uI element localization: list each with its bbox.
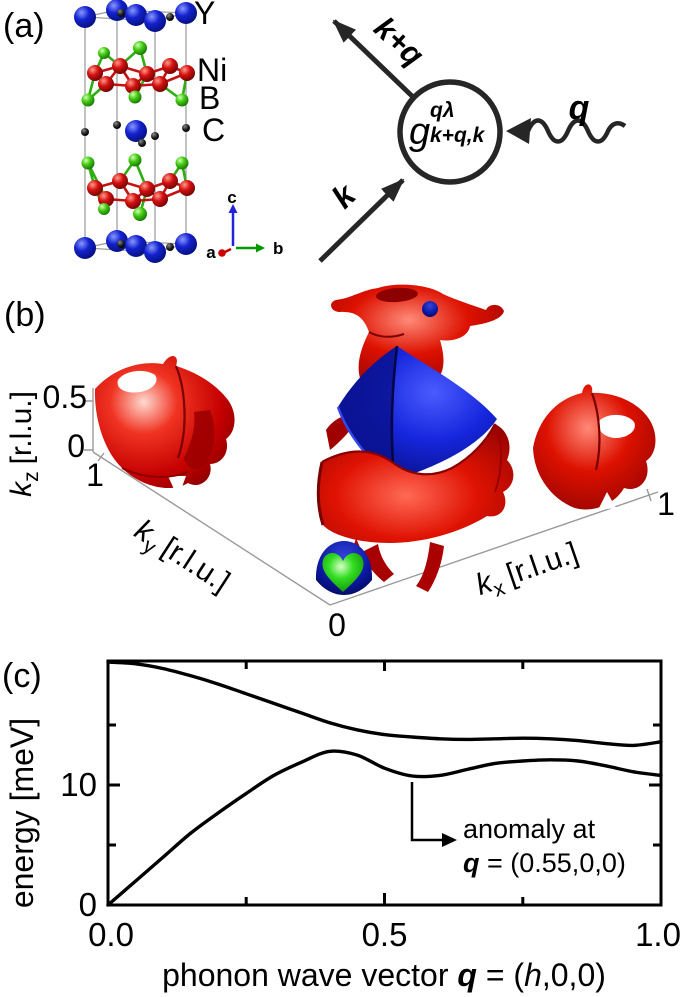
ky-axis-title: ky[r.l.u.] [126, 513, 235, 603]
label-element-Y: Y [194, 0, 215, 31]
x-tick-label-10: 1.0 [635, 916, 681, 953]
outgoing-electron-arrow [332, 19, 415, 99]
y-axis-title: energy [meV] [4, 718, 40, 908]
fermi-sheet-left [94, 355, 235, 498]
axis-label-a: a [206, 243, 216, 262]
x-major-ticks [106, 893, 663, 905]
acoustic-branch-curve [106, 749, 663, 907]
fermi-blob-top [331, 284, 504, 386]
kx-axis-line [329, 491, 659, 606]
phonon-arrowhead-icon [506, 118, 531, 144]
axis-ticks [106, 661, 663, 905]
phonon-wavy-line [525, 118, 627, 144]
panel-c-label: (c) [2, 657, 42, 695]
label-element-C: C [202, 112, 225, 148]
ky-axis-line [92, 451, 331, 606]
kz-tick-05: 0.5 [43, 379, 87, 415]
x-minor-ticks [244, 897, 525, 905]
feynman-diagram: g qλ k+q,k k+q k q [318, 10, 627, 263]
fermi-sheet-right [533, 384, 656, 510]
label-element-B: B [199, 80, 220, 116]
kx-tick-1: 1 [657, 486, 675, 522]
atoms-y-c-planes [74, 0, 197, 263]
fermi-origin-pocket [315, 541, 373, 595]
anomaly-arrowhead-icon [442, 833, 457, 847]
label-k: k [324, 175, 363, 215]
anomaly-text-line2: q = (0.55,0,0) [463, 848, 626, 878]
anomaly-annotation: anomaly at q = (0.55,0,0) [410, 782, 626, 878]
x-tick-label-05: 0.5 [362, 916, 408, 953]
vertex-subscript: k+q,k [430, 124, 486, 147]
y-left-ticks [108, 723, 120, 847]
panel-c-phonon-dispersion: (c) anomaly at q = (0.55,0,0) 10 0 0.0 0… [2, 657, 681, 993]
x-top-ticks [244, 661, 525, 671]
kx-axis-title: kx[r.l.u.] [471, 536, 583, 606]
label-element-Ni: Ni [197, 52, 227, 88]
optic-branch-curve [106, 660, 663, 748]
panel-b-fermi-surface: (b) 0.5 0 1 1 0 kz[r.l.u.] ky[r.l.u.] kx… [4, 284, 675, 643]
y-right-ticks [649, 723, 661, 847]
y-tick-label-10: 10 [60, 766, 97, 803]
vertex-circle [397, 79, 503, 185]
anomaly-pointer-line [410, 782, 442, 842]
ky-tick-1: 1 [86, 457, 104, 493]
vertex-superscript: qλ [430, 99, 455, 122]
anomaly-text-line1: anomaly at [463, 814, 596, 844]
x-tick-label-00: 0.0 [88, 916, 134, 953]
incoming-electron-arrow [318, 178, 405, 263]
label-q: q [569, 89, 590, 127]
panel-a-crystal-and-vertex: (a) [3, 0, 627, 263]
panel-b-label: (b) [4, 296, 46, 334]
vertex-g: g [409, 111, 430, 153]
crystal-axes: c b a [206, 188, 283, 262]
atoms-lower-layer [81, 153, 195, 221]
origin-tick-0: 0 [328, 607, 346, 643]
atoms-upper-layer [81, 41, 195, 107]
k-axes [84, 388, 659, 606]
origin-green-heart [322, 553, 364, 592]
axis-label-b: b [273, 239, 283, 258]
kz-tick-0: 0 [67, 428, 85, 464]
y-tick-label-0: 0 [79, 886, 97, 923]
axis-label-c: c [227, 188, 236, 207]
kz-axis-title: kz[r.l.u.] [5, 391, 43, 497]
x-axis-title: phonon wave vector q = (h,0,0) [162, 957, 606, 993]
panel-a-label: (a) [3, 7, 45, 45]
